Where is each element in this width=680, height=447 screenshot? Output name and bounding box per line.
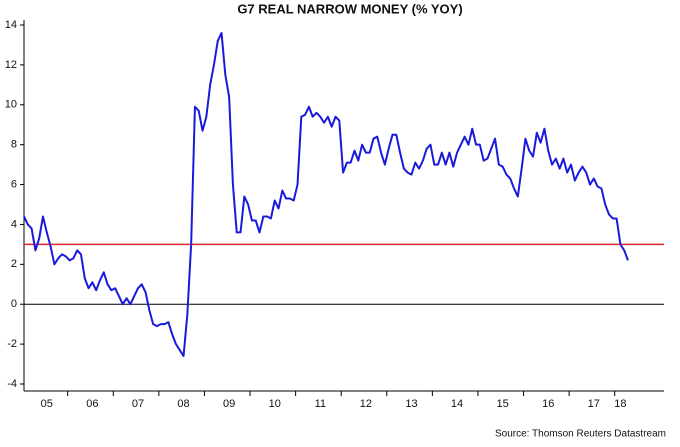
x-tick-label: 08 <box>177 398 189 410</box>
x-tick-label: 12 <box>360 398 372 410</box>
x-tick-label: 11 <box>315 398 326 410</box>
x-tick-label: 05 <box>41 398 53 410</box>
x-tick-label: 15 <box>497 398 509 410</box>
x-tick-label: 10 <box>269 398 281 410</box>
y-tick-label: 4 <box>11 218 17 230</box>
y-tick-label: 8 <box>11 139 17 151</box>
y-tick-label: -4 <box>7 378 17 390</box>
y-tick-label: 10 <box>5 99 17 111</box>
y-tick-label: -2 <box>7 338 17 350</box>
x-tick-label: 07 <box>132 398 144 410</box>
chart-title: G7 REAL NARROW MONEY (% YOY) <box>237 1 462 16</box>
series-line <box>23 31 629 358</box>
x-tick-label: 14 <box>451 398 463 410</box>
x-tick-label: 13 <box>405 398 417 410</box>
source-note: Source: Thomson Reuters Datastream <box>495 429 666 440</box>
x-tick-label: 18 <box>614 398 626 410</box>
x-tick-label: 06 <box>86 398 98 410</box>
x-tick-label: 17 <box>588 398 600 410</box>
x-tick-label: 16 <box>542 398 554 410</box>
y-tick-label: 6 <box>11 178 17 190</box>
y-tick-label: 0 <box>11 298 17 310</box>
y-tick-label: 2 <box>11 258 17 270</box>
y-tick-label: 14 <box>5 19 17 31</box>
y-tick-label: 12 <box>5 59 17 71</box>
x-tick-label: 09 <box>223 398 235 410</box>
